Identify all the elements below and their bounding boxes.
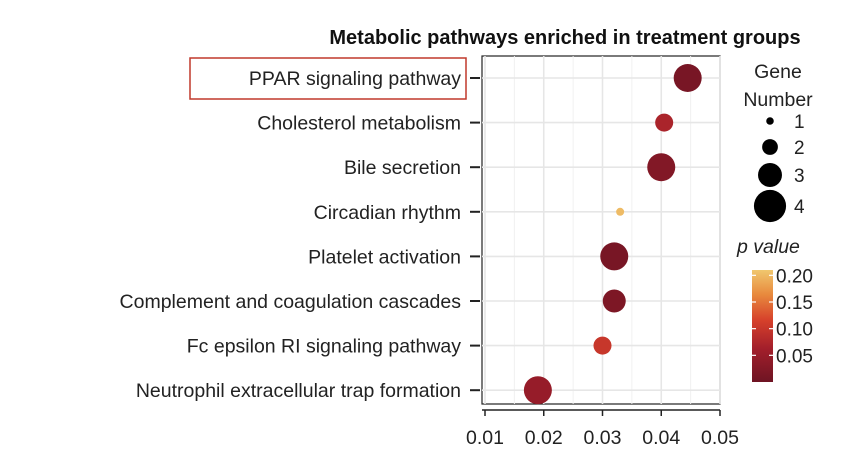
x-axis: 0.01 0.02 0.03 0.04 0.05 — [466, 409, 739, 449]
size-legend-label-1: 1 — [794, 112, 805, 133]
x-axis-ticks — [484, 410, 721, 416]
size-legend-items: 1 2 3 4 — [753, 112, 805, 223]
color-legend-labels: 0.20 0.15 0.10 0.05 — [776, 266, 813, 367]
color-legend-label: 0.15 — [776, 293, 813, 314]
category-label-platelet-activation: Platelet activation — [308, 246, 461, 268]
size-legend-dot-4 — [753, 189, 787, 223]
size-legend-title-line-2: Number — [743, 89, 813, 111]
x-axis-tick-labels: 0.01 0.02 0.03 0.04 0.05 — [466, 427, 739, 449]
color-legend: p value 0.20 0.15 0.10 0.05 — [736, 236, 813, 382]
data-points — [523, 64, 702, 405]
point-cholesterol-metabolism — [655, 113, 674, 132]
point-ppar-signaling-pathway — [673, 64, 702, 92]
size-legend-label-4: 4 — [794, 197, 805, 218]
color-legend-label: 0.05 — [776, 346, 813, 367]
x-tick-label: 0.03 — [584, 427, 622, 449]
size-legend-label-3: 3 — [794, 166, 805, 187]
plot-area — [481, 55, 721, 405]
category-label-complement-and-coagulation-cascades: Complement and coagulation cascades — [120, 291, 462, 313]
category-label-neutrophil-extracellular-trap-formation: Neutrophil extracellular trap formation — [136, 380, 461, 402]
point-platelet-activation — [600, 242, 629, 271]
color-legend-label: 0.10 — [776, 320, 813, 341]
point-bile-secretion — [647, 153, 676, 182]
x-tick-label: 0.05 — [701, 427, 739, 449]
chart-title: Metabolic pathways enriched in treatment… — [329, 27, 800, 49]
size-legend-label-2: 2 — [794, 138, 805, 159]
x-tick-label: 0.02 — [525, 427, 563, 449]
size-legend: Gene Number 1 2 3 4 — [743, 61, 813, 223]
category-label-bile-secretion: Bile secretion — [344, 157, 461, 179]
category-label-ppar-signaling-pathway: PPAR signaling pathway — [249, 68, 461, 90]
color-legend-title: p value — [736, 236, 800, 258]
point-complement-and-coagulation-cascades — [602, 289, 626, 313]
color-legend-ticks — [752, 274, 773, 356]
point-fc-epsilon-ri-signaling-pathway — [593, 336, 612, 355]
x-tick-label: 0.01 — [466, 427, 504, 449]
color-legend-label: 0.20 — [776, 266, 813, 287]
category-label-cholesterol-metabolism: Cholesterol metabolism — [257, 113, 461, 135]
category-label-circadian-rhythm: Circadian rhythm — [314, 202, 461, 224]
point-neutrophil-extracellular-trap-formation — [523, 376, 552, 405]
highlight-box — [189, 57, 467, 100]
size-legend-dot-2 — [762, 139, 778, 155]
size-legend-dot-3 — [758, 163, 782, 187]
x-tick-label: 0.04 — [642, 427, 680, 449]
size-legend-dot-1 — [766, 117, 774, 125]
size-legend-title-line-1: Gene — [754, 61, 802, 83]
point-circadian-rhythm — [616, 207, 625, 216]
y-axis-ticks — [470, 77, 480, 392]
y-axis-category-labels: PPAR signaling pathway Cholesterol metabo… — [120, 68, 462, 402]
horizontal-gridlines — [482, 77, 720, 392]
category-label-fc-epsilon-ri-signaling-pathway: Fc epsilon RI signaling pathway — [187, 336, 461, 358]
color-legend-bar — [752, 270, 773, 382]
